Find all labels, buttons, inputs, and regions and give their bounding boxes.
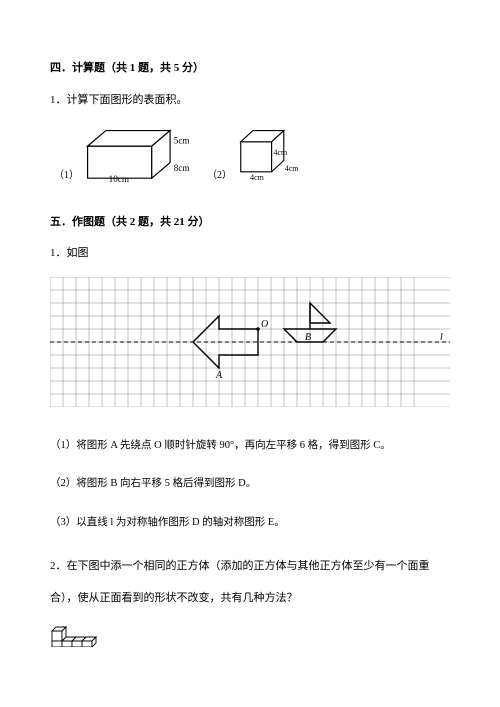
cuboid-top-dim: 5cm: [174, 136, 190, 146]
cuboid-front-dim: 8cm: [174, 163, 190, 173]
cube-w1-dim: 4cm: [250, 173, 264, 182]
section-4-title: 四．计算题（共 1 题，共 5 分）: [50, 60, 450, 78]
grid-figure: O A B l: [50, 277, 450, 414]
section-5-q1: 1．如图: [50, 245, 450, 263]
section-5-title: 五．作图题（共 2 题，共 21 分）: [50, 214, 450, 232]
grid-svg: O A B l: [50, 277, 450, 407]
cuboid-shape: 5cm 8cm 10cm: [83, 123, 193, 190]
cube-row-svg: [50, 621, 120, 647]
figure-row-1: （1） 5cm 8cm 10cm （2） 4cm 4cm 4cm: [50, 123, 450, 190]
fig2-label: （2）: [207, 168, 232, 190]
grid-label-B: B: [305, 332, 311, 343]
section-5-q2b: 合），使从正面看到的形状不改变，共有几种方法？: [50, 590, 450, 608]
grid-label-A: A: [215, 370, 223, 381]
cube-h-dim: 4cm: [274, 148, 288, 157]
cuboid-svg: 5cm 8cm 10cm: [83, 123, 193, 183]
cube-w2-dim: 4cm: [285, 164, 299, 173]
section-5-q2a: 2．在下图中添一个相同的正方体（添加的正方体与其他正方体至少有一个面重: [50, 558, 450, 576]
sub-q-2: （2）将图形 B 向右平移 5 格后得到图形 D。: [50, 476, 450, 493]
sub-q-1: （1）将图形 A 先绕点 O 顺时针旋转 90°，再向左平移 6 格，得到图形 …: [50, 438, 450, 455]
grid-label-l: l: [440, 332, 443, 343]
grid-label-O: O: [261, 319, 268, 330]
cube-row-figure: [50, 621, 450, 654]
cuboid-bottom-dim: 10cm: [109, 174, 129, 183]
cube-shape: 4cm 4cm 4cm: [236, 125, 311, 190]
section-4-q1: 1．计算下面图形的表面积。: [50, 92, 450, 110]
fig1-label: （1）: [54, 168, 79, 190]
cube-svg: 4cm 4cm 4cm: [236, 125, 311, 183]
sub-q-3: （3）以直线 l 为对称轴作图形 D 的轴对称图形 E。: [50, 515, 450, 532]
